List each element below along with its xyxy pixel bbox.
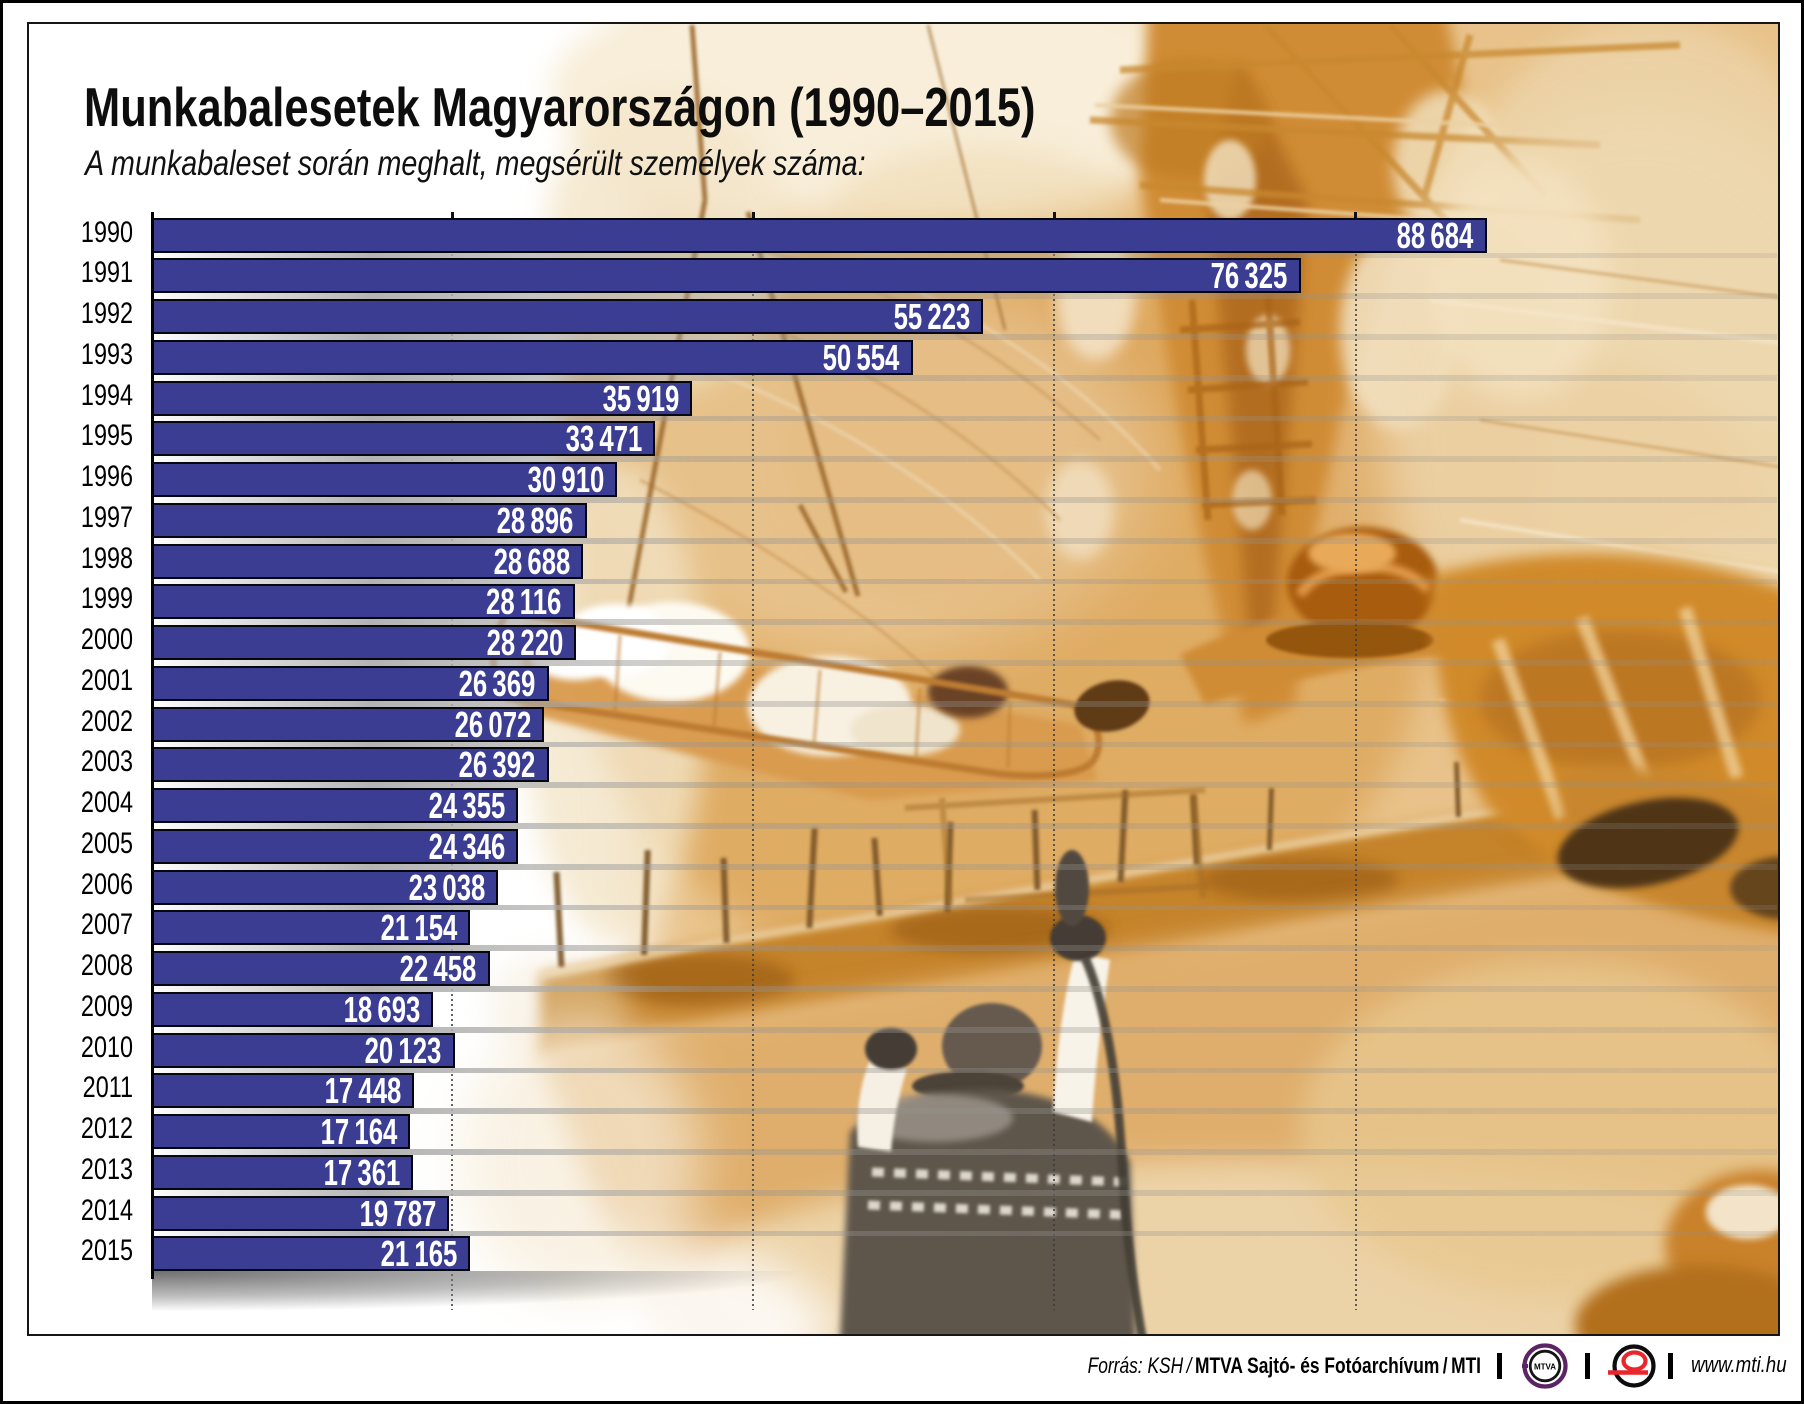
svg-text:MTVA: MTVA	[1534, 1363, 1556, 1372]
